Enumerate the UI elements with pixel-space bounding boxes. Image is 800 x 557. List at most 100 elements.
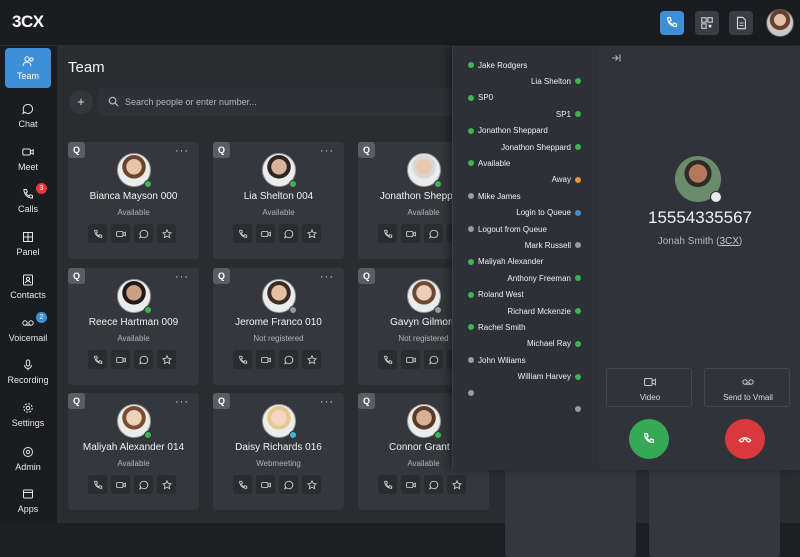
admin-icon (23, 447, 33, 457)
chat-button[interactable] (279, 350, 298, 369)
status-list-item[interactable]: Away (552, 174, 581, 186)
status-list-item[interactable] (571, 403, 581, 415)
call-button[interactable] (88, 224, 107, 243)
chat-button[interactable] (134, 350, 153, 369)
video-call-button[interactable] (401, 224, 420, 243)
status-list-item[interactable]: Jonathon Sheppard (468, 125, 548, 137)
call-button[interactable] (88, 475, 107, 494)
video-call-button[interactable] (111, 224, 130, 243)
sidebar-item-team[interactable]: Team (5, 48, 51, 88)
sidebar-item-recording[interactable]: Recording (5, 352, 51, 392)
video-call-button[interactable] (401, 350, 420, 369)
phone-button[interactable] (660, 11, 684, 35)
video-call-button[interactable] (256, 224, 275, 243)
team-card[interactable]: Q ··· Jerome Franco 010 Not registered (213, 268, 344, 385)
status-list-item[interactable]: Michael Ray (527, 338, 581, 350)
more-options-icon[interactable]: ··· (320, 396, 334, 408)
caller-company-link[interactable]: 3CX (719, 236, 739, 247)
status-list-item[interactable]: Logout from Queue (468, 223, 547, 235)
favorite-button[interactable] (302, 224, 321, 243)
more-options-icon[interactable]: ··· (175, 271, 189, 283)
call-button[interactable] (88, 350, 107, 369)
video-call-button[interactable] (256, 350, 275, 369)
app-logo[interactable]: 3CX (12, 12, 44, 31)
chat-button[interactable] (134, 224, 153, 243)
status-list-item[interactable]: Available (468, 157, 510, 169)
sidebar-item-contacts[interactable]: Contacts (5, 267, 51, 307)
sidebar-item-apps[interactable]: Apps (5, 481, 51, 521)
search-input[interactable] (125, 93, 425, 111)
team-card[interactable]: Q ··· Maliyah Alexander 014 Available (68, 393, 199, 510)
presence-dot (434, 306, 442, 314)
team-card[interactable]: Q ··· Bianca Mayson 000 Available (68, 142, 199, 259)
favorite-button[interactable] (447, 475, 466, 494)
answer-call-button[interactable] (629, 419, 669, 459)
status-list-item[interactable]: SP1 (556, 108, 581, 120)
team-card[interactable]: Q ··· Daisy Richards 016 Webmeeting (213, 393, 344, 510)
favorite-button[interactable] (302, 475, 321, 494)
document-button[interactable] (729, 11, 753, 35)
favorite-button[interactable] (157, 224, 176, 243)
add-button[interactable]: + (69, 90, 93, 114)
card-name: Jonathon Sheppard (379, 191, 468, 202)
status-list-item[interactable]: Lia Shelton (531, 75, 581, 87)
team-card[interactable]: Q ··· Lia Shelton 004 Available (213, 142, 344, 259)
sidebar-item-calls[interactable]: Calls 3 (5, 181, 51, 221)
status-list-item[interactable] (468, 387, 478, 399)
video-call-button[interactable] (111, 475, 130, 494)
status-list-item[interactable]: Richard Mckenzie (507, 305, 581, 317)
sidebar-item-label: Admin (15, 462, 41, 472)
status-list-item[interactable]: Jake Rodgers (468, 59, 527, 71)
status-list-item[interactable]: Jonathon Sheppard (501, 141, 581, 153)
sidebar-item-meet[interactable]: Meet (5, 139, 51, 179)
call-button[interactable] (233, 224, 252, 243)
status-list-item[interactable]: Rachel Smith (468, 321, 526, 333)
sidebar-item-settings[interactable]: Settings (5, 395, 51, 435)
favorite-button[interactable] (157, 350, 176, 369)
phone-icon (23, 189, 33, 199)
sidebar-item-admin[interactable]: Admin (5, 439, 51, 479)
qr-button[interactable] (695, 11, 719, 35)
video-call-button[interactable] (111, 350, 130, 369)
more-options-icon[interactable]: ··· (320, 271, 334, 283)
decline-call-button[interactable] (725, 419, 765, 459)
more-options-icon[interactable]: ··· (175, 145, 189, 157)
more-options-icon[interactable]: ··· (320, 145, 334, 157)
call-button[interactable] (378, 224, 397, 243)
status-list-label: Roland West (478, 290, 524, 300)
sidebar-item-panel[interactable]: Panel (5, 224, 51, 264)
sidebar-item-chat[interactable]: Chat (5, 96, 51, 136)
collapse-icon[interactable] (611, 53, 621, 63)
chat-button[interactable] (279, 224, 298, 243)
chat-button[interactable] (424, 224, 443, 243)
video-call-button[interactable] (401, 475, 420, 494)
chat-button[interactable] (424, 350, 443, 369)
call-button[interactable] (233, 475, 252, 494)
call-button[interactable] (378, 350, 397, 369)
video-call-button[interactable] (256, 475, 275, 494)
status-list-item[interactable]: SP0 (468, 92, 493, 104)
search-box[interactable] (98, 88, 458, 116)
send-to-vmail-button[interactable]: Send to Vmail (704, 368, 790, 407)
status-list-item[interactable]: Mike James (468, 190, 521, 202)
status-list-item[interactable]: William Harvey (518, 371, 581, 383)
status-list-item[interactable]: Mark Russell (525, 239, 581, 251)
team-card[interactable]: Q ··· Reece Hartman 009 Available (68, 268, 199, 385)
more-options-icon[interactable]: ··· (175, 396, 189, 408)
video-button[interactable]: Video (606, 368, 692, 407)
call-button[interactable] (378, 475, 397, 494)
status-list-item[interactable]: Anthony Freeman (507, 272, 581, 284)
status-list-item[interactable]: Login to Queue (516, 207, 581, 219)
user-avatar[interactable] (766, 9, 794, 37)
call-button[interactable] (233, 350, 252, 369)
sidebar-item-voicemail[interactable]: Voicemail 2 (5, 310, 51, 350)
status-list-item[interactable]: John Wiliams (468, 354, 526, 366)
status-list-item[interactable]: Maliyah Alexander (468, 256, 543, 268)
status-dot (575, 308, 581, 314)
chat-button[interactable] (279, 475, 298, 494)
favorite-button[interactable] (302, 350, 321, 369)
status-list-item[interactable]: Roland West (468, 289, 524, 301)
favorite-button[interactable] (157, 475, 176, 494)
chat-button[interactable] (134, 475, 153, 494)
chat-button[interactable] (424, 475, 443, 494)
